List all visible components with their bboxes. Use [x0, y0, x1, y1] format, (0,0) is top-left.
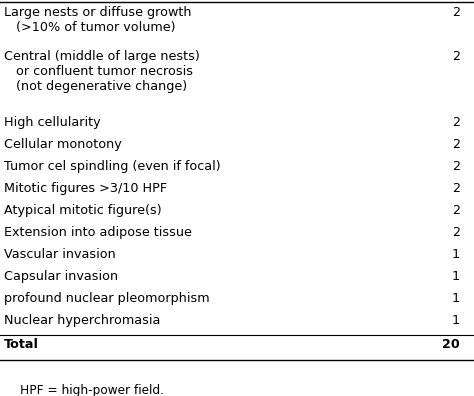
Text: Large nests or diffuse growth
   (>10% of tumor volume): Large nests or diffuse growth (>10% of t…	[4, 6, 191, 34]
Text: Capsular invasion: Capsular invasion	[4, 270, 118, 283]
Text: 1: 1	[452, 270, 460, 283]
Text: Central (middle of large nests)
   or confluent tumor necrosis
   (not degenerat: Central (middle of large nests) or confl…	[4, 50, 200, 93]
Text: Vascular invasion: Vascular invasion	[4, 248, 116, 261]
Text: profound nuclear pleomorphism: profound nuclear pleomorphism	[4, 292, 210, 305]
Text: High cellularity: High cellularity	[4, 116, 100, 129]
Text: 1: 1	[452, 314, 460, 327]
Text: 20: 20	[442, 338, 460, 351]
Text: Total: Total	[4, 338, 39, 351]
Text: 2: 2	[452, 160, 460, 173]
Text: 1: 1	[452, 248, 460, 261]
Text: 2: 2	[452, 138, 460, 151]
Text: HPF = high-power field.: HPF = high-power field.	[20, 384, 164, 396]
Text: Mitotic figures >3/10 HPF: Mitotic figures >3/10 HPF	[4, 182, 167, 195]
Text: 2: 2	[452, 50, 460, 63]
Text: 1: 1	[452, 292, 460, 305]
Text: 2: 2	[452, 226, 460, 239]
Text: 2: 2	[452, 182, 460, 195]
Text: Extension into adipose tissue: Extension into adipose tissue	[4, 226, 192, 239]
Text: 2: 2	[452, 204, 460, 217]
Text: Cellular monotony: Cellular monotony	[4, 138, 122, 151]
Text: Nuclear hyperchromasia: Nuclear hyperchromasia	[4, 314, 160, 327]
Text: 2: 2	[452, 6, 460, 19]
Text: 2: 2	[452, 116, 460, 129]
Text: Atypical mitotic figure(s): Atypical mitotic figure(s)	[4, 204, 162, 217]
Text: Tumor cel spindling (even if focal): Tumor cel spindling (even if focal)	[4, 160, 220, 173]
